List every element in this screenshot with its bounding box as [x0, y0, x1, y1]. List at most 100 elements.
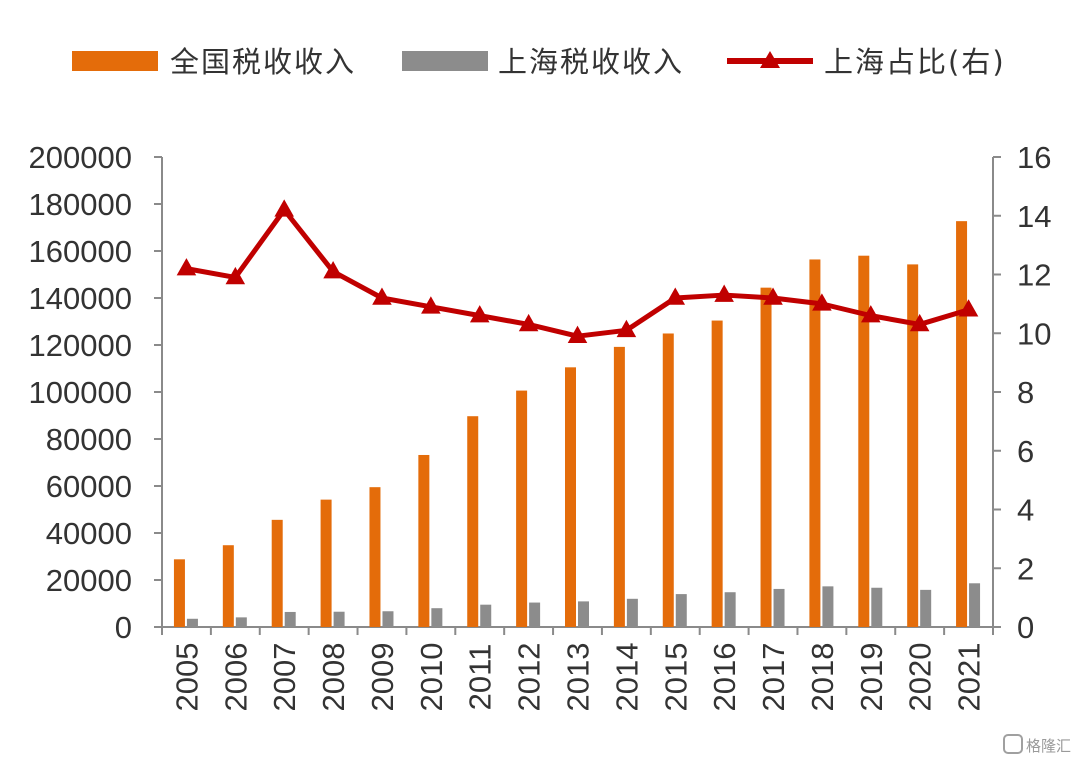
- y-left-tick-label: 120000: [29, 328, 132, 363]
- x-tick-label: 2021: [952, 643, 987, 712]
- ratio-point: [812, 293, 832, 311]
- ratio-point: [469, 305, 490, 323]
- bars: [173, 221, 981, 627]
- ratio-point: [763, 287, 783, 305]
- x-tick-label: 2005: [169, 643, 204, 712]
- legend-swatch-shanghai: [402, 51, 488, 71]
- legend-label-national: 全国税收收入: [170, 45, 356, 79]
- bar-national: [613, 346, 625, 627]
- bar-national: [222, 545, 234, 627]
- ratio-point: [176, 258, 197, 276]
- bar-national: [418, 454, 430, 627]
- x-tick-label: 2009: [365, 643, 400, 712]
- x-tick-label: 2006: [218, 643, 253, 712]
- ratio-point: [421, 296, 441, 314]
- y-right-tick-label: 2: [1017, 551, 1034, 586]
- bar-shanghai: [186, 618, 198, 627]
- ratio-point: [274, 199, 294, 217]
- y-left-tick-label: 180000: [29, 187, 132, 222]
- y-left-tick-label: 100000: [29, 375, 132, 410]
- bar-shanghai: [773, 588, 785, 627]
- ratio-point: [616, 319, 637, 338]
- y-left-tick-label: 80000: [46, 422, 132, 457]
- x-tick-label: 2014: [609, 643, 644, 712]
- bar-national: [907, 264, 919, 627]
- bar-national: [858, 255, 870, 627]
- y-right-tick-label: 12: [1017, 258, 1051, 293]
- y-right-tick-label: 8: [1017, 375, 1034, 410]
- bar-national: [173, 559, 185, 627]
- y-right-tick-label: 10: [1017, 316, 1051, 351]
- bar-national: [565, 367, 576, 627]
- bar-national: [516, 390, 528, 627]
- ratio-point: [323, 261, 343, 279]
- watermark: 格隆汇: [1003, 734, 1071, 755]
- ratio-point: [567, 325, 588, 343]
- y-right-tick-label: 4: [1017, 493, 1034, 528]
- y-right-tick-label: 0: [1017, 610, 1034, 645]
- bar-shanghai: [969, 583, 981, 627]
- x-tick-label: 2010: [414, 643, 449, 712]
- bar-shanghai: [724, 592, 736, 627]
- bar-national: [956, 221, 968, 627]
- bar-shanghai: [284, 611, 296, 627]
- bar-national: [369, 487, 381, 627]
- ratio-point: [714, 284, 734, 302]
- y-left-tick-label: 0: [115, 610, 132, 645]
- x-tick-label: 2015: [658, 643, 693, 712]
- bar-shanghai: [626, 598, 638, 627]
- x-tick-label: 2007: [267, 643, 302, 712]
- y-left-tick-label: 60000: [46, 469, 132, 504]
- bar-shanghai: [822, 586, 834, 627]
- bar-national: [809, 259, 821, 627]
- legend: 全国税收收入 上海税收收入 上海占比(右): [72, 45, 1006, 79]
- legend-swatch-national: [72, 51, 158, 71]
- bar-shanghai: [382, 611, 394, 627]
- bar-shanghai: [675, 594, 687, 627]
- bar-national: [760, 287, 772, 627]
- y-left-tick-label: 140000: [29, 281, 132, 316]
- x-tick-label: 2016: [707, 643, 742, 712]
- axes: 0 20000 40000 60000 80000 100000 120000 140000 1…: [29, 140, 1052, 711]
- ratio-line-path: [185, 207, 970, 339]
- x-tick-label: 2018: [805, 643, 840, 712]
- bar-shanghai: [871, 587, 883, 627]
- ratio-point: [665, 287, 686, 305]
- ratio-point: [909, 313, 930, 332]
- x-tick-label: 2017: [756, 643, 791, 712]
- y-left-tick-label: 20000: [46, 563, 132, 598]
- ratio-point: [225, 266, 246, 285]
- x-tick-label: 2011: [463, 644, 498, 711]
- y-left-tick-label: 200000: [29, 140, 132, 175]
- bar-shanghai: [431, 608, 443, 627]
- bar-national: [711, 320, 723, 627]
- ratio-line: [176, 199, 979, 343]
- x-tick-label: 2008: [316, 643, 351, 712]
- bar-shanghai: [333, 611, 345, 627]
- gelonghui-logo-icon: [1003, 734, 1023, 754]
- ratio-point: [372, 287, 392, 305]
- bar-national: [271, 519, 283, 627]
- y-left-tick-label: 40000: [46, 516, 132, 551]
- y-right-tick-label: 16: [1017, 140, 1051, 175]
- x-tick-label: 2019: [854, 643, 889, 712]
- bar-national: [320, 499, 332, 627]
- bar-national: [662, 333, 674, 627]
- y-left-tick-label: 160000: [29, 234, 132, 269]
- bar-shanghai: [578, 601, 589, 627]
- ratio-point: [958, 299, 979, 317]
- x-tick-label: 2012: [512, 643, 547, 712]
- x-tick-label: 2013: [561, 643, 596, 712]
- legend-marker-ratio: [760, 51, 780, 68]
- ratio-point: [518, 313, 539, 332]
- y-right-tick-label: 14: [1017, 199, 1051, 234]
- bar-shanghai: [920, 589, 932, 627]
- bar-shanghai: [529, 602, 541, 627]
- watermark-text: 格隆汇: [1026, 737, 1071, 755]
- legend-label-ratio: 上海占比(右): [824, 45, 1006, 79]
- y-right-tick-label: 6: [1017, 434, 1034, 469]
- bar-shanghai: [480, 604, 492, 627]
- bar-shanghai: [235, 617, 247, 627]
- bar-national: [467, 416, 479, 627]
